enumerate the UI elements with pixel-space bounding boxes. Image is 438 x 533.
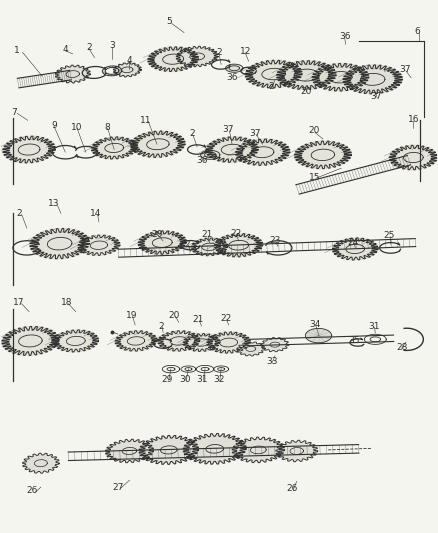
Polygon shape xyxy=(53,330,99,352)
Polygon shape xyxy=(206,137,258,163)
Text: 20: 20 xyxy=(300,86,312,95)
Text: 16: 16 xyxy=(407,115,419,124)
Polygon shape xyxy=(191,238,228,256)
Polygon shape xyxy=(158,330,200,351)
Polygon shape xyxy=(332,238,378,260)
Polygon shape xyxy=(237,342,265,356)
Polygon shape xyxy=(106,439,153,463)
Polygon shape xyxy=(226,64,243,72)
Text: 21: 21 xyxy=(192,315,204,324)
Text: 2: 2 xyxy=(185,240,191,249)
Text: 2: 2 xyxy=(86,43,92,52)
Text: 20: 20 xyxy=(151,230,162,239)
Polygon shape xyxy=(294,141,351,168)
Text: 2: 2 xyxy=(159,321,164,330)
Polygon shape xyxy=(113,63,141,77)
Text: 11: 11 xyxy=(140,116,152,125)
Text: 3: 3 xyxy=(109,41,115,50)
Polygon shape xyxy=(55,65,90,83)
Polygon shape xyxy=(22,453,59,473)
Text: 22: 22 xyxy=(220,314,232,323)
Text: 19: 19 xyxy=(126,311,138,320)
Text: 13: 13 xyxy=(48,199,60,208)
Polygon shape xyxy=(207,332,251,353)
Polygon shape xyxy=(139,435,198,464)
Text: 34: 34 xyxy=(309,320,321,329)
Polygon shape xyxy=(176,46,218,67)
Text: 26: 26 xyxy=(286,484,298,493)
Polygon shape xyxy=(305,328,332,343)
Text: 37: 37 xyxy=(399,66,410,74)
Polygon shape xyxy=(261,337,289,352)
Polygon shape xyxy=(148,47,198,71)
Text: 17: 17 xyxy=(13,298,25,307)
Text: 31: 31 xyxy=(197,375,208,384)
Text: 20: 20 xyxy=(308,126,320,135)
Text: 20: 20 xyxy=(169,311,180,320)
Text: 10: 10 xyxy=(71,123,83,132)
Polygon shape xyxy=(92,137,137,159)
Text: 15: 15 xyxy=(309,173,321,182)
Polygon shape xyxy=(215,233,263,257)
Polygon shape xyxy=(232,437,285,463)
Text: 32: 32 xyxy=(213,375,225,384)
Text: 12: 12 xyxy=(240,47,251,55)
Polygon shape xyxy=(183,433,246,464)
Polygon shape xyxy=(389,145,437,170)
Polygon shape xyxy=(312,63,369,91)
Text: 18: 18 xyxy=(61,298,73,307)
Polygon shape xyxy=(138,231,186,254)
Polygon shape xyxy=(201,150,220,159)
Text: 37: 37 xyxy=(371,92,382,101)
Text: 5: 5 xyxy=(166,18,172,27)
Text: 35: 35 xyxy=(349,336,360,345)
Text: 22: 22 xyxy=(230,229,241,238)
Polygon shape xyxy=(30,229,89,259)
Text: 4: 4 xyxy=(63,45,68,54)
Text: 23: 23 xyxy=(269,237,281,246)
Text: 27: 27 xyxy=(112,482,124,491)
Text: 25: 25 xyxy=(384,231,395,240)
Text: 28: 28 xyxy=(397,343,408,352)
Text: 33: 33 xyxy=(266,357,278,366)
Text: 2: 2 xyxy=(189,129,195,138)
Text: 36: 36 xyxy=(226,73,238,82)
Text: 30: 30 xyxy=(179,375,191,384)
Text: 6: 6 xyxy=(415,27,420,36)
Text: 1: 1 xyxy=(14,46,20,55)
Text: 37: 37 xyxy=(249,129,261,138)
Polygon shape xyxy=(2,326,59,356)
Text: 36: 36 xyxy=(197,156,208,165)
Polygon shape xyxy=(183,334,220,351)
Text: 36: 36 xyxy=(339,33,350,42)
Text: 9: 9 xyxy=(51,120,57,130)
Polygon shape xyxy=(3,136,55,163)
Polygon shape xyxy=(276,440,318,462)
Text: 26: 26 xyxy=(26,486,38,495)
Text: 2: 2 xyxy=(268,82,274,91)
Polygon shape xyxy=(131,131,185,157)
Polygon shape xyxy=(245,60,302,88)
Text: 31: 31 xyxy=(368,321,380,330)
Text: 37: 37 xyxy=(222,125,233,134)
Polygon shape xyxy=(277,61,336,90)
Text: 2: 2 xyxy=(16,209,22,218)
Polygon shape xyxy=(343,65,403,94)
Text: 8: 8 xyxy=(105,123,110,132)
Polygon shape xyxy=(78,235,120,255)
Text: 4: 4 xyxy=(127,56,132,64)
Text: 2: 2 xyxy=(216,48,222,56)
Polygon shape xyxy=(236,139,290,165)
Text: 21: 21 xyxy=(201,230,212,239)
Text: 14: 14 xyxy=(90,209,102,218)
Text: 7: 7 xyxy=(11,108,17,117)
Text: 29: 29 xyxy=(162,375,173,384)
Polygon shape xyxy=(115,330,157,351)
Text: 24: 24 xyxy=(348,238,359,247)
